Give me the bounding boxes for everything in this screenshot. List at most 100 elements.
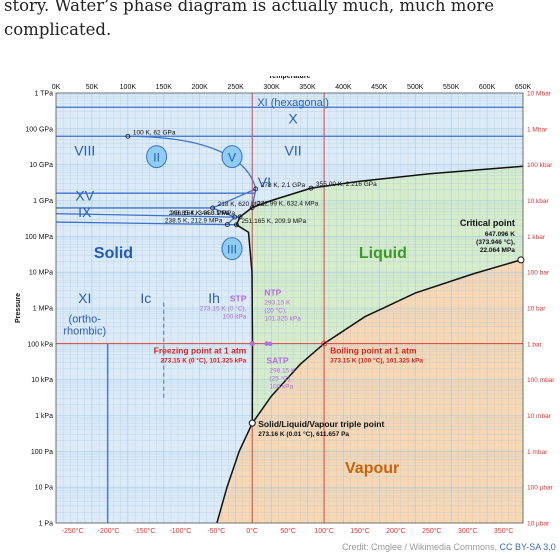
- left-axis-tick-label: 1 MPa: [33, 306, 53, 313]
- top-axis-tick-label: 500K: [407, 84, 424, 91]
- ntp-title: NTP: [264, 288, 281, 298]
- ice-phase-label: IX: [78, 204, 92, 220]
- satp-title: SATP: [267, 356, 289, 366]
- critical-point-detail: 647.096 K: [485, 231, 515, 238]
- stp-title: STP: [230, 294, 247, 304]
- annotation-point: [308, 185, 314, 191]
- right-axis-tick-label: 100 mbar: [527, 377, 555, 384]
- bottom-axis-tick-label: 350°C: [494, 527, 514, 535]
- boiling-point-marker: [321, 340, 328, 347]
- sublimation-curve: [216, 422, 253, 524]
- left-axis-tick-label: 10 MPa: [29, 270, 53, 277]
- left-axis-tick-label: 10 Pa: [35, 485, 53, 492]
- ice-phase-label: Ih: [208, 290, 220, 306]
- left-axis-tick-label: 100 GPa: [25, 126, 53, 133]
- boundary-ii-iii: [212, 207, 237, 226]
- top-axis-tick-label: 50K: [86, 84, 99, 91]
- vaporization-curve: [251, 259, 522, 424]
- ice-phase-circle: [146, 145, 168, 169]
- annotation-label: 238.5 K, 212.9 MPa: [165, 218, 223, 225]
- boundary-ii-vi: [212, 188, 256, 209]
- ntp-detail: (20 °C),: [264, 307, 287, 315]
- triple-point-title: Solid/Liquid/Vapour triple point: [258, 419, 384, 429]
- boundary-ix-ih: [55, 221, 228, 226]
- bottom-axis-tick-label: -200°C: [98, 527, 120, 535]
- ice-phase-label: VII: [285, 143, 302, 159]
- annotation-point: [125, 133, 131, 139]
- stp-detail: 100 kPa: [223, 314, 247, 321]
- annotation-point: [232, 214, 238, 220]
- right-axis-tick-label: 1 kbar: [527, 234, 546, 241]
- satp-detail: (25 °C),: [269, 375, 292, 383]
- top-axis-tick-label: 650K: [515, 84, 532, 91]
- credit-text: Credit: Cmglee / Wikimedia Commons,: [342, 542, 500, 552]
- critical-point-marker: [517, 256, 525, 264]
- top-axis-tick-label: 100K: [120, 84, 137, 91]
- satp-detail: 100 kPa: [269, 384, 293, 391]
- left-axis-tick-label: 1 GPa: [33, 198, 53, 205]
- bottom-axis-tick-label: -50°C: [207, 527, 225, 535]
- ice-phase-label: Ic: [140, 290, 151, 306]
- top-axis-tick-label: 450K: [371, 84, 388, 91]
- annotation-label: 218 K, 620 MPa: [218, 201, 265, 208]
- top-axis-tick-label: 400K: [335, 84, 352, 91]
- left-axis-tick-label: 1 TPa: [34, 91, 53, 98]
- stp-marker: [250, 341, 255, 347]
- region-label: Solid: [94, 245, 133, 262]
- ice-phase-label: X: [288, 111, 298, 127]
- freezing-point-title: Freezing point at 1 atm: [154, 346, 247, 356]
- plot-frame: [55, 92, 524, 524]
- left-axis-title: Pressure: [15, 293, 22, 323]
- top-axis-tick-label: 200K: [192, 84, 209, 91]
- left-axis-tick-label: 100 kPa: [27, 341, 53, 348]
- right-axis-tick-label: 100 bar: [527, 270, 550, 277]
- right-axis-tick-label: 10 kbar: [527, 198, 550, 205]
- bottom-axis-tick-label: 50°C: [280, 527, 296, 535]
- vapour-region: [216, 259, 523, 523]
- top-axis-tick-label: 350K: [299, 84, 316, 91]
- top-axis-tick-label: 150K: [156, 84, 173, 91]
- top-axis-tick-label: 0K: [52, 84, 61, 91]
- ice-phase-label: VI: [258, 174, 271, 190]
- satp-detail: 298.15 K: [269, 368, 296, 375]
- annotation-point: [210, 205, 216, 211]
- ice-phase-circle-label: II: [153, 151, 160, 165]
- triple-point-detail: 273.16 K (0.01 °C), 611.657 Pa: [258, 430, 349, 438]
- bottom-axis-tick-label: 0°C: [246, 527, 258, 535]
- phase-diagram-chart: 0K 50K 100K 150K 200K 250K 300K 350K 400K 450K 500…: [15, 76, 555, 535]
- right-axis-tick-label: 10 Mbar: [527, 91, 552, 98]
- ice-phase-label: rhombic): [63, 326, 106, 338]
- annotation-point: [253, 186, 259, 192]
- annotation-label: 256.164 K, 350.1 MPa: [170, 210, 235, 217]
- left-axis-tick-label: 1 kPa: [35, 413, 53, 420]
- annotation-point: [237, 214, 243, 220]
- ice-phase-circle-label: V: [228, 151, 236, 165]
- ntp-detail: 101.325 kPa: [264, 316, 301, 323]
- stp-detail: 273.15 K (0 °C),: [200, 305, 247, 313]
- critical-point-detail: (373.946 °C),: [476, 238, 515, 246]
- satp-marker: [268, 341, 273, 347]
- annotation-label: 278 K, 2.1 GPa: [261, 182, 306, 189]
- ice-phase-label: XV: [75, 188, 94, 204]
- left-axis-tick-label: 1 Pa: [39, 521, 54, 528]
- bottom-axis-tick-label: 100°C: [314, 527, 334, 535]
- article-line-2: complicated.: [4, 20, 112, 39]
- bottom-axis-tick-label: -100°C: [169, 527, 191, 535]
- triple-point-marker: [248, 419, 256, 427]
- annotation-label: 100 K, 62 GPa: [133, 129, 176, 136]
- boiling-point-title: Boiling point at 1 atm: [330, 346, 417, 356]
- boundary-ix-ii: [55, 212, 235, 218]
- ice-phase-label: XI (hexagonal): [257, 97, 329, 109]
- annotation-label: 355.00 K, 2.216 GPa: [316, 181, 377, 188]
- bottom-axis-tick-label: -250°C: [62, 527, 84, 535]
- right-axis-tick-label: 1 bar: [527, 341, 543, 348]
- bottom-axis-tick-label: -150°C: [134, 527, 156, 535]
- top-axis-title: Temperature: [269, 76, 311, 80]
- annotation-point: [249, 205, 255, 211]
- bottom-axis-tick-label: 300°C: [458, 527, 478, 535]
- right-axis-tick-label: 10 µbar: [527, 521, 550, 528]
- region-label: Liquid: [359, 245, 407, 262]
- ice-phase-circle: [221, 237, 243, 261]
- license-link[interactable]: CC BY-SA 3.0: [499, 542, 556, 552]
- left-axis-tick-label: 10 kPa: [31, 377, 53, 384]
